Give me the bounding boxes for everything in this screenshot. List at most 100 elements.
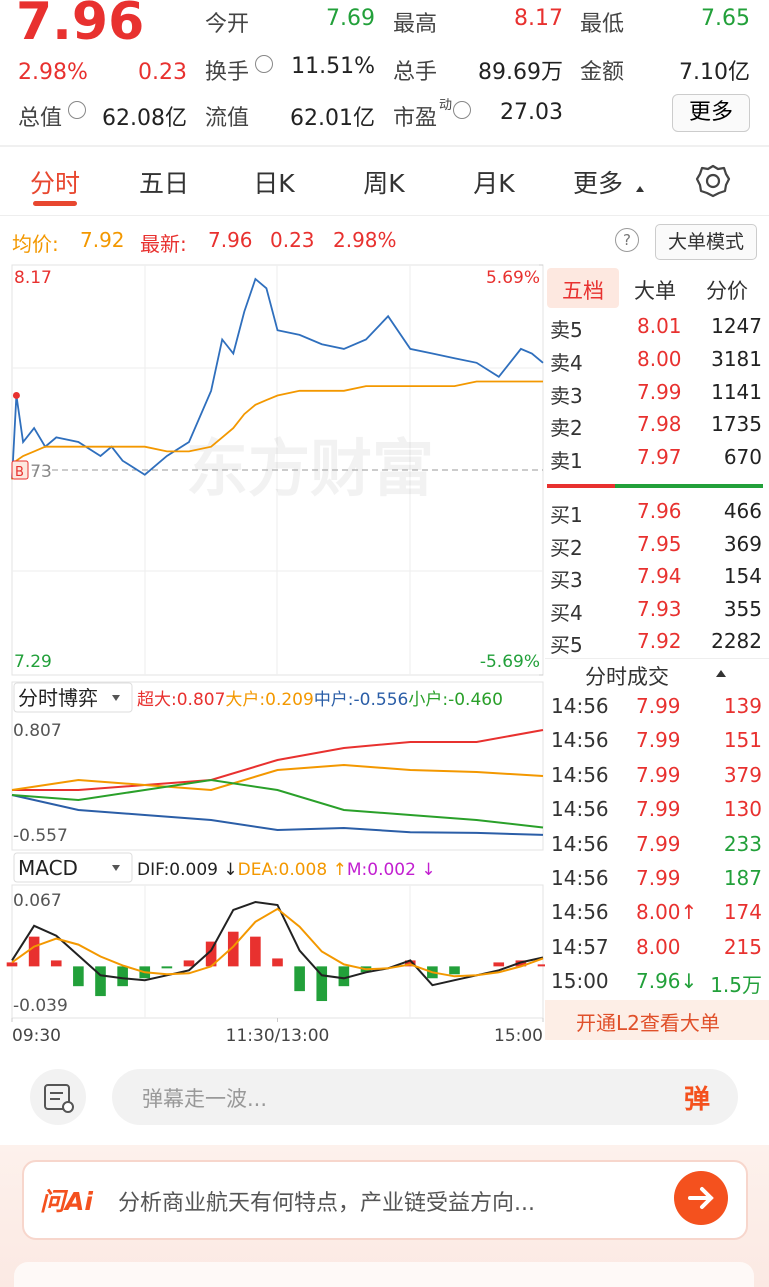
y-tick-label: -0.557 [13,826,68,846]
danmu-button[interactable]: 弹 [684,1085,711,1115]
chart-frame [11,681,544,851]
book-price: 7.98 [637,412,682,436]
ai-go-button[interactable] [674,1171,728,1225]
macd-bar [28,936,40,967]
ai-card[interactable] [22,1160,748,1240]
latest-change: 0.23 [270,228,315,252]
legend-value: -0.556 [354,690,409,710]
book-label: 买4 [550,601,583,625]
stat-label: 最高 [393,12,438,37]
stat-value: 27.03 [500,100,563,125]
legend: 超大:0.807大户:0.209中户:-0.556小户:-0.460 [137,690,503,710]
book-price: 7.99 [637,380,682,404]
trade-time: 14:56 [551,728,609,752]
comment-input[interactable] [112,1069,738,1125]
indicator-select [13,682,133,713]
divider [0,215,769,216]
macd-bar [493,962,505,967]
trades-arrow [716,670,726,677]
legend-name: 小户: [408,690,448,710]
latest-value: 7.96 [208,228,253,252]
l2-text[interactable]: 开通L2查看大单 [576,1011,720,1035]
stat-label: 今开 [205,12,250,37]
book-bar-red [547,484,615,488]
tab[interactable]: 分时 [29,169,80,198]
trade-time: 14:56 [551,694,609,718]
l2-banner[interactable] [545,1000,769,1040]
y-tick-label: 0.807 [13,721,62,741]
trade-price: 7.99 [636,797,681,821]
stat-value: 62.08亿 [102,106,187,131]
book-volume: 670 [723,445,762,469]
tab[interactable]: 五日 [138,169,189,198]
indicator-title: MACD [18,856,78,880]
book-bar-green [615,484,763,488]
tab-underline [33,201,77,206]
next-card [14,1262,754,1287]
ai-brand: 问Ai [40,1187,93,1216]
macd-bar [250,936,261,967]
tab[interactable]: 更多 [572,169,623,198]
book-label: 卖1 [550,449,583,473]
stat-label: 流值 [205,106,250,131]
trade-time: 14:57 [551,935,609,959]
watermark: 东方财富 [186,432,434,505]
avg-value: 7.92 [80,228,125,252]
mode-button[interactable]: 大单模式 [655,224,757,260]
series-line [11,794,544,836]
trade-volume: 139 [723,694,762,718]
y-tick-label: -0.039 [13,996,68,1016]
book-price: 7.97 [637,445,682,469]
legend-value: 0.002 ↓ [367,860,435,880]
legend-value: 0.209 [265,690,314,710]
latest-pct: 2.98% [333,228,397,252]
book-volume: 369 [723,532,762,556]
more-button[interactable]: 更多 [672,94,750,132]
series-line [11,900,544,987]
book-price: 7.94 [637,564,682,588]
legend-value: 0.009 ↓ [169,860,237,880]
trade-price: 8.00↑ [636,900,698,924]
preclose-badge [11,460,29,480]
tab[interactable]: 日K [253,169,295,198]
legend-name: DIF: [137,860,169,880]
stat-sup: 动 [439,98,453,113]
macd-bar [183,960,195,967]
dropdown-arrow [112,865,120,871]
book-tab[interactable]: 五档 [562,279,604,303]
last-price: 7.96 [16,0,145,52]
trade-volume: 215 [723,935,762,959]
book-volume: 355 [723,597,762,621]
legend: DIF:0.009 ↓DEA:0.008 ↑M:0.002 ↓ [137,860,436,880]
avg-label: 均价: [12,232,59,256]
legend-value: 0.008 ↑ [279,860,347,880]
book-label: 买5 [550,633,583,657]
macd-bar [95,966,106,997]
tab[interactable]: 月K [473,169,515,198]
trade-time: 14:56 [551,832,609,856]
book-label: 买2 [550,536,583,560]
legend-value: -0.460 [448,690,503,710]
indicator-select [13,852,133,883]
book-tab[interactable]: 分价 [706,279,748,303]
book-tab-bg [547,268,619,308]
ai-text: 分析商业航天有何特点，产业链受益方向... [118,1191,535,1216]
x-tick-label: 09:30 [12,1026,61,1046]
comment-placeholder: 弹幕走一波... [142,1087,268,1111]
tab[interactable]: 周K [363,169,405,198]
comment-icon[interactable] [30,1069,86,1125]
divider [545,658,769,659]
settings-icon[interactable] [694,162,732,200]
book-price: 7.92 [637,629,682,653]
legend-name: M: [347,860,367,880]
book-price: 7.93 [637,597,682,621]
help-icon[interactable]: ? [615,228,639,252]
book-tab[interactable]: 大单 [634,279,676,303]
macd-bar [117,966,128,987]
latest-label: 最新: [140,232,187,256]
trade-price: 7.99 [636,728,681,752]
macd-bar [161,966,173,969]
y2-tick-label: -5.69% [480,652,540,672]
stat-value: 8.17 [514,6,563,31]
